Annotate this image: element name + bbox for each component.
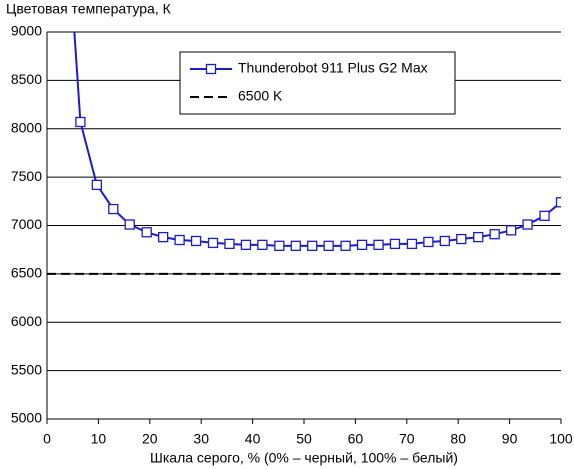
marker: [522, 219, 533, 230]
marker: [174, 234, 185, 246]
grid: [46, 31, 562, 424]
series-line: [73, 32, 561, 247]
y-tick-label: 9000: [11, 23, 42, 39]
marker: [290, 240, 301, 251]
y-tick-label: 6500: [11, 265, 42, 281]
marker: [124, 219, 135, 230]
x-tick-label: 40: [245, 431, 261, 447]
marker: [257, 239, 268, 251]
marker: [224, 238, 235, 250]
marker: [207, 237, 219, 249]
plot-area: [47, 32, 561, 275]
marker: [75, 116, 86, 128]
marker: [356, 239, 368, 251]
marker: [473, 231, 484, 243]
x-tick-label: 30: [193, 431, 209, 447]
y-tick-label: 5500: [11, 361, 42, 377]
legend-box: [179, 51, 456, 115]
x-tick-label: 60: [348, 431, 364, 447]
marker: [158, 231, 169, 243]
marker: [389, 238, 401, 250]
x-tick-label: 0: [43, 431, 51, 447]
y-tick-label: 8500: [11, 71, 42, 87]
marker: [373, 239, 384, 251]
y-tick-label: 7500: [11, 168, 42, 184]
marker: [555, 197, 561, 208]
legend: Thunderobot 911 Plus G2 Max 6500 K: [179, 51, 456, 115]
marker: [340, 240, 351, 251]
marker: [439, 235, 450, 247]
y-tick-label: 6000: [11, 313, 42, 329]
marker: [190, 235, 202, 247]
marker: [406, 238, 418, 250]
x-tick-label: 10: [91, 431, 107, 447]
marker: [505, 225, 517, 236]
x-tick-label: 70: [399, 431, 415, 447]
x-tick-label: 90: [502, 431, 518, 447]
marker: [489, 229, 500, 240]
marker: [141, 227, 152, 238]
marker: [456, 233, 467, 245]
marker: [423, 236, 434, 248]
marker: [108, 203, 119, 215]
chart-title: Цветовая температура, К: [6, 1, 172, 17]
legend-label: 6500 K: [238, 88, 283, 104]
marker: [240, 239, 252, 251]
marker: [307, 240, 318, 251]
legend-label: Thunderobot 911 Plus G2 Max: [238, 60, 428, 76]
marker: [539, 210, 550, 221]
x-axis-label: Шкала серого, % (0% – черный, 100% – бел…: [150, 450, 458, 466]
y-tick-label: 7000: [11, 216, 42, 232]
x-tick-label: 100: [549, 431, 573, 447]
y-tick-label: 8000: [11, 119, 42, 135]
marker: [274, 240, 285, 251]
legend-marker: [205, 63, 217, 75]
marker: [323, 240, 334, 251]
y-tick-label: 5000: [11, 410, 42, 426]
x-tick-label: 20: [142, 431, 158, 447]
x-tick-label: 80: [450, 431, 466, 447]
marker: [91, 179, 103, 191]
x-tick-label: 50: [296, 431, 312, 447]
